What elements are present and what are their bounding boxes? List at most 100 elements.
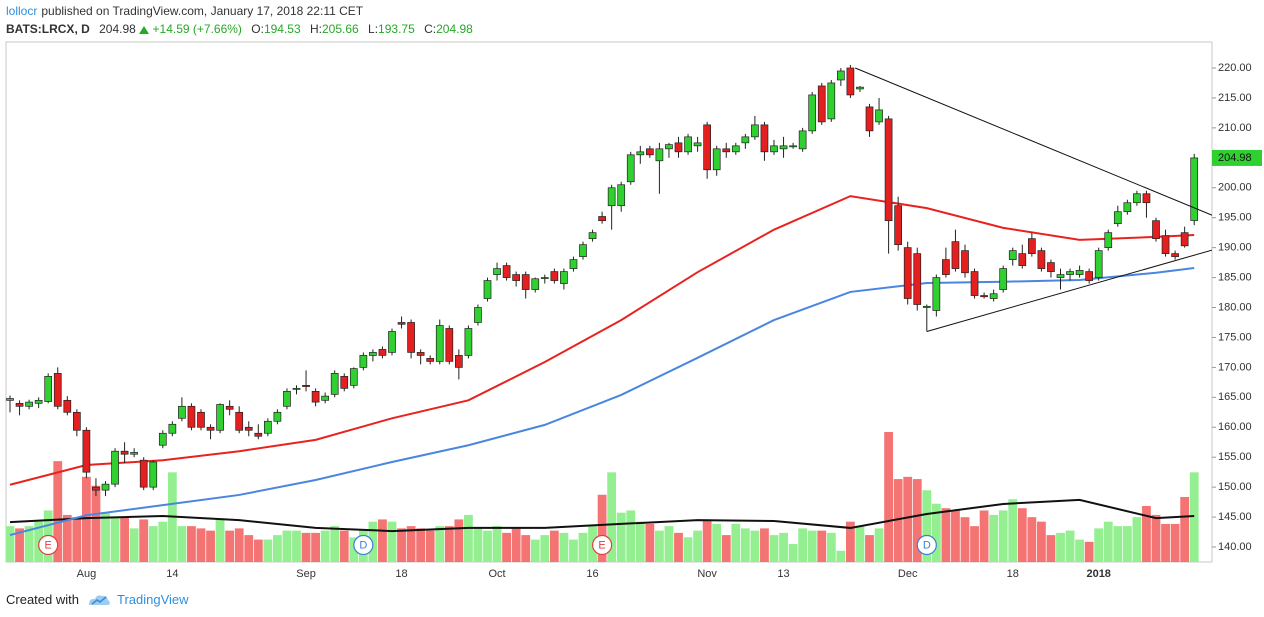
candle-layer xyxy=(6,64,1199,497)
volume-bar xyxy=(397,528,406,562)
volume-bar xyxy=(530,539,540,562)
last-price: 204.98 xyxy=(99,22,136,36)
candle-body xyxy=(636,151,645,156)
candle-body xyxy=(741,136,750,144)
event-label: D xyxy=(923,539,931,551)
volume-bar xyxy=(158,521,168,562)
volume-bar xyxy=(349,537,359,562)
candle-body xyxy=(1008,250,1017,260)
volume-bar xyxy=(664,526,674,562)
volume-bar xyxy=(368,521,378,562)
candle-body xyxy=(674,142,683,153)
candle-body xyxy=(1094,250,1103,278)
candle-body xyxy=(731,145,740,153)
candle-body xyxy=(53,373,62,407)
volume-bar xyxy=(187,526,196,562)
plot-frame xyxy=(5,41,1213,563)
candle-body xyxy=(684,136,692,153)
y-tick-label: 205.00 xyxy=(1218,152,1252,164)
event-label: D xyxy=(359,539,367,551)
y-tick-label: 220.00 xyxy=(1218,62,1252,74)
volume-bar xyxy=(798,528,808,562)
volume-bar xyxy=(1103,521,1113,562)
candle-body xyxy=(44,376,53,402)
volume-bar xyxy=(855,526,865,562)
low-value: 193.75 xyxy=(378,22,415,36)
volume-bar xyxy=(740,528,750,562)
volume-bar xyxy=(416,528,426,562)
volume-bar xyxy=(320,530,330,562)
volume-bar xyxy=(454,519,464,562)
candle-body xyxy=(579,244,587,257)
candle-body xyxy=(789,145,797,148)
candle-body xyxy=(1161,235,1170,254)
volume-bar xyxy=(884,432,893,562)
candle-body xyxy=(645,148,654,156)
volume-bar xyxy=(72,517,82,562)
candle-body xyxy=(1171,253,1179,257)
candle-body xyxy=(178,405,186,419)
up-arrow xyxy=(139,26,150,34)
candle-body xyxy=(101,483,110,491)
volume-bar xyxy=(712,523,722,562)
volume-bar xyxy=(234,528,244,562)
candle-body xyxy=(264,420,272,434)
volume-bar xyxy=(1142,505,1151,562)
volume-bar xyxy=(702,519,712,562)
candle-body xyxy=(1133,193,1141,204)
volume-bar xyxy=(215,519,225,562)
candle-body xyxy=(330,373,339,395)
volume-bar xyxy=(206,530,215,562)
x-tick-label: Nov xyxy=(697,568,717,580)
volume-bar xyxy=(263,539,273,562)
candle-body xyxy=(817,85,826,123)
volume-bar xyxy=(273,535,282,562)
volume-bar xyxy=(951,510,960,562)
candle-body xyxy=(1056,274,1065,278)
candle-body xyxy=(254,432,263,437)
candle-body xyxy=(283,390,291,407)
volume-bar xyxy=(693,530,702,562)
volume-bar xyxy=(502,532,511,562)
volume-bar xyxy=(148,526,158,562)
ma-line xyxy=(9,195,1195,486)
symbol: BATS:LRCX, D xyxy=(6,22,90,36)
candle-body xyxy=(770,145,778,153)
volume-bar xyxy=(817,530,827,562)
candle-body xyxy=(139,459,148,488)
candle-body xyxy=(512,274,521,281)
volume-bar xyxy=(1180,497,1190,562)
volume-ma-line xyxy=(9,498,1195,533)
volume-bar xyxy=(750,530,760,562)
x-tick-label: 18 xyxy=(395,568,407,580)
candle-body xyxy=(273,411,282,422)
candle-body xyxy=(359,355,368,368)
volume-bar xyxy=(129,528,139,562)
candle-body xyxy=(378,349,387,356)
candle-body xyxy=(760,124,769,153)
close-label: C: xyxy=(424,22,437,36)
y-tick-label: 145.00 xyxy=(1218,511,1252,523)
volume-bar xyxy=(225,530,235,562)
candle-body xyxy=(388,331,396,353)
candle-body xyxy=(655,148,664,162)
candle-body xyxy=(349,368,358,386)
volume-bar xyxy=(139,519,149,562)
candle-body xyxy=(1027,238,1036,254)
candle-body xyxy=(751,124,759,138)
candle-body xyxy=(311,390,320,403)
trend-line xyxy=(926,249,1212,332)
x-tick-label: Sep xyxy=(296,568,316,580)
brand[interactable]: TradingView xyxy=(116,592,189,607)
candle-body xyxy=(168,423,177,434)
y-tick-label: 150.00 xyxy=(1218,481,1252,493)
author[interactable]: lollocr xyxy=(6,4,38,18)
candle-body xyxy=(894,205,903,245)
volume-bar xyxy=(110,517,120,562)
volume-bar xyxy=(970,526,979,562)
candle-body xyxy=(130,452,138,455)
candle-body xyxy=(25,401,33,407)
volume-bar xyxy=(893,479,903,562)
volume-bar xyxy=(1122,526,1132,562)
